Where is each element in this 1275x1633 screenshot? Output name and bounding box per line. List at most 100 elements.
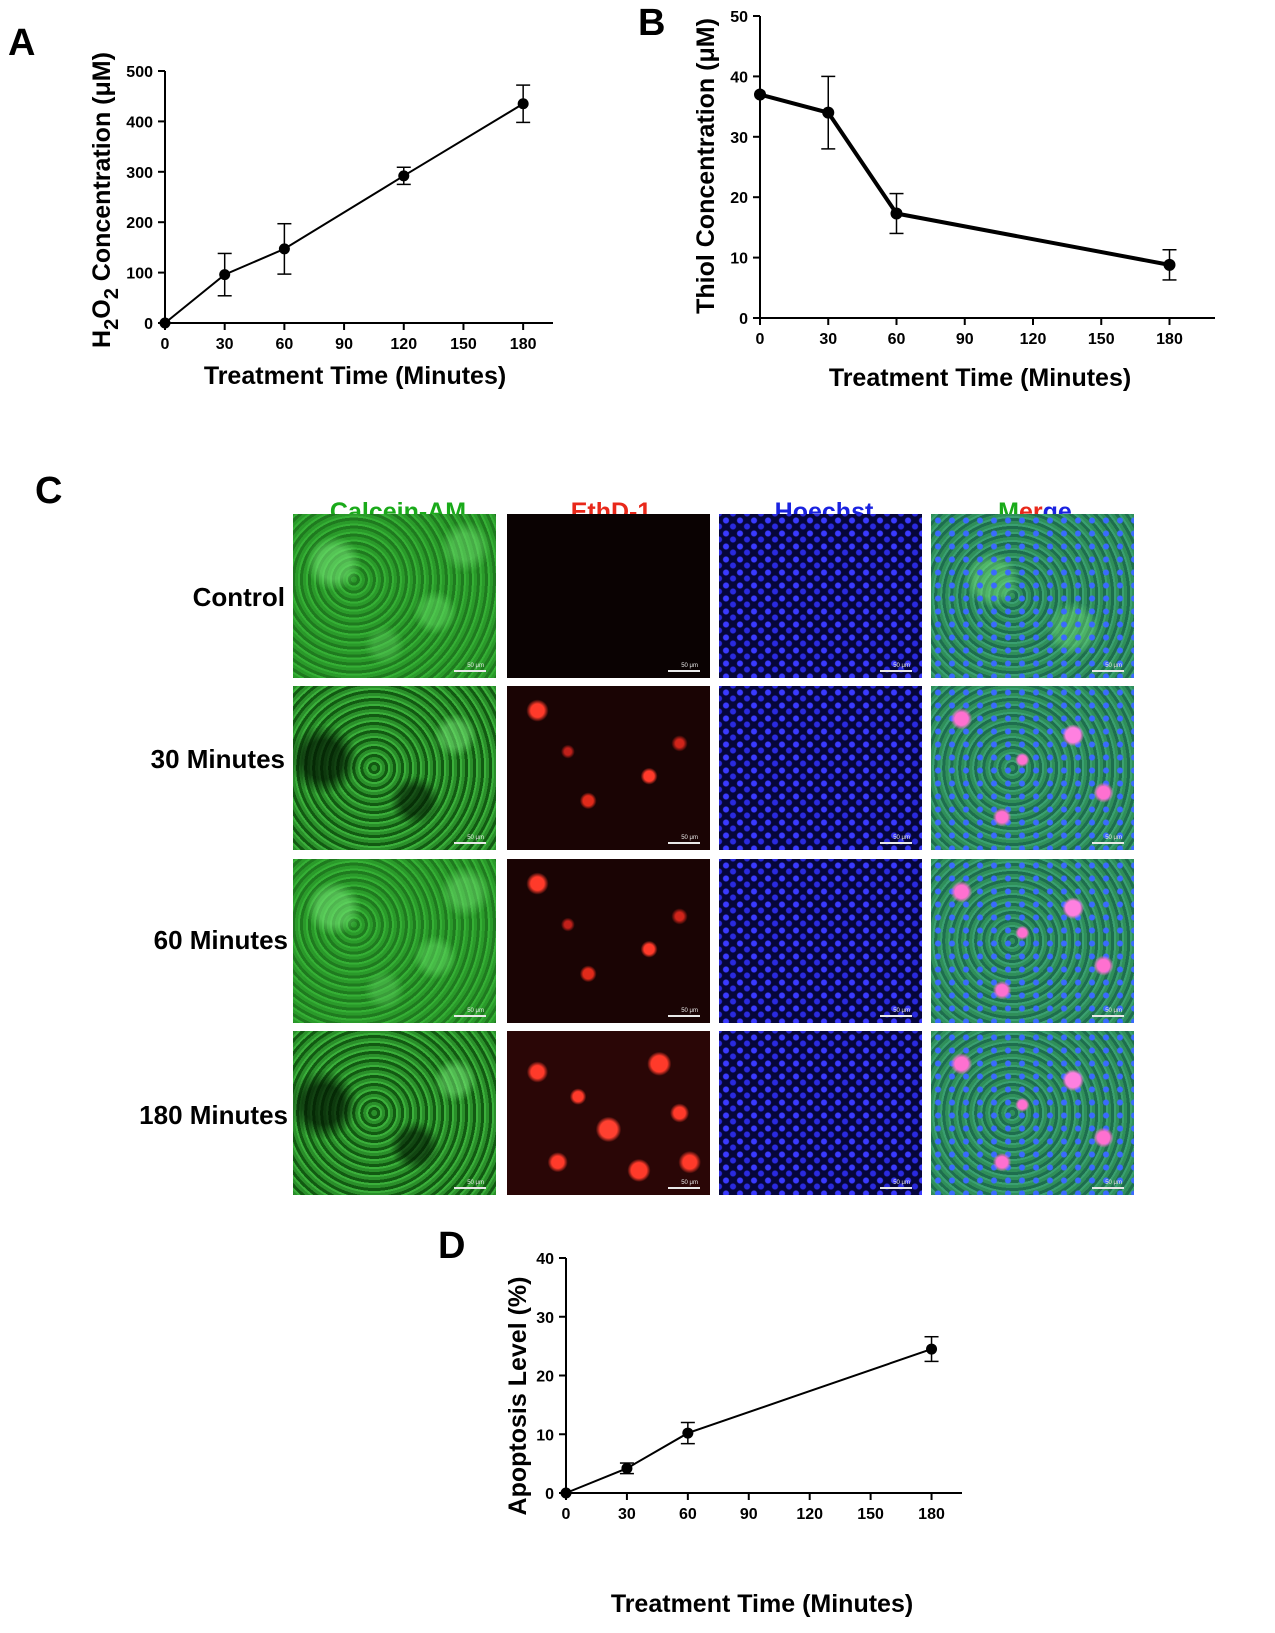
x-tick-label: 90 (335, 336, 353, 353)
data-point (517, 98, 529, 110)
y-tick-label: 0 (144, 316, 153, 333)
scale-bar (880, 842, 912, 844)
x-tick-label: 180 (1156, 331, 1183, 348)
scale-bar (1092, 670, 1124, 672)
y-tick-label: 500 (126, 64, 153, 81)
micrograph-ethd1-row1: 50 μm (507, 514, 710, 678)
y-tick-label: 300 (126, 165, 153, 182)
row-header-180-min: 180 Minutes (139, 1100, 288, 1130)
micrograph-ethd1-row4: 50 μm (507, 1031, 710, 1195)
y-tick-label: 30 (730, 130, 748, 147)
x-tick-label: 60 (275, 336, 293, 353)
scale-bar (1092, 1187, 1124, 1189)
scale-bar (668, 1015, 700, 1017)
x-tick-label: 60 (888, 331, 906, 348)
micrograph-calcein-row3: 50 μm (293, 859, 496, 1023)
y-tick-label: 0 (739, 311, 748, 328)
scale-bar-label: 50 μm (893, 1180, 910, 1186)
y-tick-label: 0 (545, 1486, 554, 1503)
scale-bar (668, 842, 700, 844)
x-tick-label: 30 (819, 331, 837, 348)
row-header-30-min: 30 Minutes (150, 744, 285, 774)
x-tick-label: 180 (510, 336, 537, 353)
data-point (754, 88, 766, 101)
scale-bar-label: 50 μm (1105, 663, 1122, 669)
data-point (219, 269, 231, 281)
y-tick-label: 40 (536, 1251, 554, 1268)
chart-d-plot: 0 30 60 90 120 150 180 0 10 20 30 40 (536, 1251, 962, 1523)
chart-b-xlabel: Treatment Time (Minutes) (829, 364, 1131, 392)
micrograph-ethd1-row2: 50 μm (507, 686, 710, 850)
scale-bar-label: 50 μm (1105, 1180, 1122, 1186)
y-tick-label: 40 (730, 69, 748, 86)
data-point (560, 1487, 572, 1499)
scale-bar (880, 1015, 912, 1017)
y-tick-label: 50 (730, 9, 748, 26)
chart-d-xlabel: Treatment Time (Minutes) (611, 1590, 913, 1618)
data-point (890, 207, 903, 220)
micrograph-hoechst-row4: 50 μm (719, 1031, 922, 1195)
x-tick-label: 90 (956, 331, 974, 348)
chart-a-ylabel: H2O2 Concentration (μM) (88, 52, 123, 348)
micrograph-calcein-row2: 50 μm (293, 686, 496, 850)
x-tick-label: 90 (740, 1506, 758, 1523)
chart-d-ylabel: Apoptosis Level (%) (504, 1277, 532, 1516)
x-tick-label: 180 (918, 1506, 945, 1523)
chart-b-ylabel: Thiol Concentration (μM) (692, 18, 720, 314)
scale-bar-label: 50 μm (467, 1180, 484, 1186)
scale-bar-label: 50 μm (893, 663, 910, 669)
data-point (398, 170, 410, 182)
micrograph-merge-row4: 50 μm (931, 1031, 1134, 1195)
chart-b-plot: 0 30 60 90 120 150 180 0 10 20 30 40 50 (730, 9, 1215, 348)
micrograph-merge-row1: 50 μm (931, 514, 1134, 678)
panel-label-c: C (35, 470, 63, 512)
data-point (1163, 258, 1176, 271)
x-tick-label: 150 (857, 1506, 884, 1523)
x-tick-label: 0 (756, 331, 765, 348)
micrograph-hoechst-row2: 50 μm (719, 686, 922, 850)
micrograph-hoechst-row1: 50 μm (719, 514, 922, 678)
panel-label-a: A (8, 22, 36, 64)
scale-bar (1092, 1015, 1124, 1017)
scale-bar-label: 50 μm (467, 835, 484, 841)
micrograph-ethd1-row3: 50 μm (507, 859, 710, 1023)
micrograph-merge-row2: 50 μm (931, 686, 1134, 850)
scale-bar-label: 50 μm (681, 835, 698, 841)
micrograph-hoechst-row3: 50 μm (719, 859, 922, 1023)
scale-bar (454, 670, 486, 672)
data-point (682, 1427, 694, 1439)
y-tick-label: 10 (730, 251, 748, 268)
scale-bar-label: 50 μm (1105, 1008, 1122, 1014)
scale-bar-label: 50 μm (681, 1008, 698, 1014)
y-tick-label: 20 (730, 190, 748, 207)
scale-bar-label: 50 μm (893, 1008, 910, 1014)
data-point (278, 243, 290, 255)
micrograph-merge-row3: 50 μm (931, 859, 1134, 1023)
y-tick-label: 10 (536, 1427, 554, 1444)
scale-bar-label: 50 μm (467, 663, 484, 669)
y-tick-label: 100 (126, 266, 153, 283)
x-tick-label: 0 (161, 336, 170, 353)
y-tick-label: 400 (126, 114, 153, 131)
scale-bar (880, 670, 912, 672)
scale-bar (668, 1187, 700, 1189)
scale-bar (880, 1187, 912, 1189)
x-tick-label: 120 (390, 336, 417, 353)
scale-bar (454, 1187, 486, 1189)
micrograph-calcein-row1: 50 μm (293, 514, 496, 678)
panel-label-b: B (638, 2, 666, 44)
x-tick-label: 0 (562, 1506, 571, 1523)
data-point (621, 1462, 633, 1474)
row-header-control: Control (192, 582, 285, 612)
chart-a-xlabel: Treatment Time (Minutes) (204, 362, 506, 390)
scale-bar-label: 50 μm (681, 1180, 698, 1186)
x-tick-label: 120 (796, 1506, 823, 1523)
scale-bar-label: 50 μm (681, 663, 698, 669)
x-tick-label: 30 (618, 1506, 636, 1523)
y-tick-label: 20 (536, 1369, 554, 1386)
row-header-60-min: 60 Minutes (153, 925, 288, 955)
data-point (159, 317, 171, 329)
x-tick-label: 60 (679, 1506, 697, 1523)
